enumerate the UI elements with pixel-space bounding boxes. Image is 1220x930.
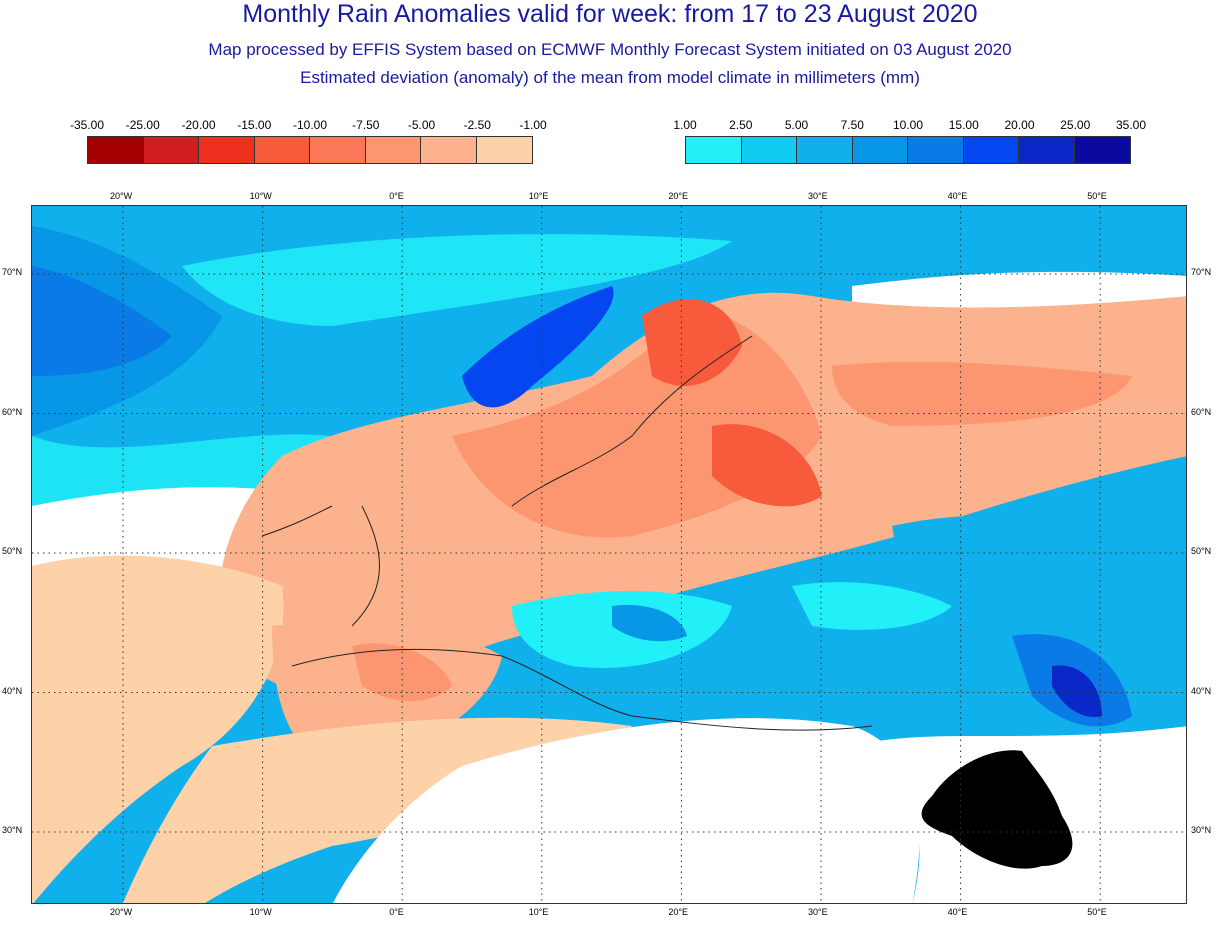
- latitude-label: 70°N: [2, 267, 23, 277]
- legend-tick-label: 7.50: [840, 118, 864, 132]
- longitude-label: 20°W: [110, 191, 133, 201]
- legend-color-cell: [1074, 137, 1130, 163]
- legend-color-cell: [852, 137, 908, 163]
- legend-negative-colorbar: [87, 136, 533, 164]
- legend-color-cell: [199, 137, 255, 163]
- legend-color-cell: [908, 137, 964, 163]
- longitude-label: 30°E: [808, 191, 828, 201]
- latitude-label: 40°N: [1191, 685, 1212, 696]
- legend-tick-label: 35.00: [1115, 118, 1147, 132]
- anomaly-map-canvas: [32, 206, 1186, 903]
- legend-color-cell: [88, 137, 144, 163]
- legend-tick-label: -1.00: [519, 118, 547, 132]
- legend-tick-label: 20.00: [1004, 118, 1035, 132]
- longitude-label: 20°E: [668, 907, 689, 917]
- legend-tick-label: -35.00: [69, 118, 105, 132]
- legend-tick-label: 10.00: [892, 118, 924, 132]
- legend-color-cell: [421, 137, 477, 163]
- map-region-arctic-cyan: [182, 234, 732, 326]
- latitude-label: 60°N: [1191, 406, 1212, 417]
- legend-tick-label: -5.00: [407, 118, 436, 132]
- legend-color-cell: [741, 137, 797, 163]
- map-region-sahara-neutral: [333, 718, 920, 903]
- legend-color-cell: [365, 137, 421, 163]
- longitude-label: 0°E: [389, 191, 404, 201]
- map-title: Monthly Rain Anomalies valid for week: f…: [242, 0, 978, 28]
- map-region-west-atlantic-dry: [32, 555, 284, 903]
- latitude-label: 70°N: [1191, 267, 1212, 277]
- legend-color-cell: [310, 137, 366, 163]
- latitude-label: 40°N: [2, 685, 23, 696]
- latitude-label: 30°N: [1191, 825, 1212, 835]
- map-no-data-mask: [921, 750, 1073, 869]
- legend-color-cell: [476, 137, 532, 163]
- longitude-label: 20°E: [668, 191, 689, 201]
- legend-tick-label: -7.50: [352, 118, 380, 132]
- map-region-norway-coast-wet: [462, 286, 614, 408]
- map-subtitle-units: Estimated deviation (anomaly) of the mea…: [300, 68, 920, 87]
- longitude-label: 40°E: [947, 191, 968, 201]
- legend-color-cell: [254, 137, 310, 163]
- legend-color-cell: [143, 137, 199, 163]
- latitude-label: 50°N: [2, 546, 23, 556]
- map-coastlines-south: [291, 648, 873, 731]
- legend-positive-colorbar: [685, 136, 1131, 164]
- longitude-label: 0°E: [389, 907, 404, 917]
- longitude-label: 10°W: [249, 907, 272, 917]
- map-region-russia-dry: [832, 361, 1132, 426]
- latitude-label: 60°N: [2, 406, 23, 417]
- longitude-label: 30°E: [808, 907, 828, 917]
- map-region-adriatic-wet: [612, 605, 687, 642]
- legend-color-cell: [963, 137, 1019, 163]
- legend-color-cell: [686, 137, 742, 163]
- map-region-caucasus-core: [1052, 665, 1102, 717]
- map-region-scandinavia-driest: [642, 299, 742, 386]
- longitude-label: 50°E: [1087, 907, 1107, 917]
- longitude-label: 10°W: [249, 191, 272, 201]
- legend-tick-label: -2.50: [463, 118, 491, 132]
- legend-tick-label: -15.00: [237, 118, 272, 132]
- map-region-black-sea-wet: [792, 582, 952, 630]
- legend-tick-label: -25.00: [125, 118, 160, 132]
- legend-color-cell: [797, 137, 853, 163]
- legend-tick-label: 25.00: [1060, 118, 1091, 132]
- legend-tick-label: -20.00: [181, 118, 216, 132]
- legend-tick-label: 2.50: [729, 118, 753, 132]
- map-region-atlantic-core: [32, 266, 172, 376]
- anomaly-map: [31, 205, 1187, 904]
- legend-color-cell: [1019, 137, 1075, 163]
- map-graticule: [32, 206, 1186, 903]
- longitude-label: 10°E: [528, 191, 549, 201]
- map-region-spain-driest: [352, 643, 452, 701]
- legend-tick-label: 15.00: [948, 118, 979, 132]
- longitude-label: 50°E: [1087, 191, 1107, 201]
- map-subtitle-processing: Map processed by EFFIS System based on E…: [208, 40, 1012, 59]
- latitude-label: 50°N: [1191, 546, 1212, 556]
- legend-tick-label: 5.00: [784, 118, 809, 132]
- longitude-label: 10°E: [528, 907, 549, 917]
- map-region-belarus-driest: [712, 424, 822, 507]
- latitude-label: 30°N: [2, 825, 23, 835]
- map-region-caspian-wet: [892, 514, 1186, 714]
- map-coastlines: [261, 335, 753, 627]
- longitude-label: 20°W: [110, 907, 133, 917]
- legend-tick-label: -10.00: [292, 118, 328, 132]
- longitude-label: 40°E: [947, 907, 968, 917]
- legend-tick-label: 1.00: [673, 118, 697, 132]
